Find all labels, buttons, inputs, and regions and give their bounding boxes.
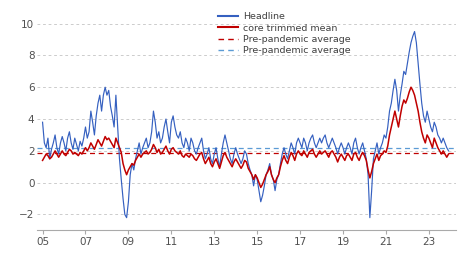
Legend: Headline, core trimmed mean, Pre-pandemic average, Pre-pandemic average: Headline, core trimmed mean, Pre-pandemi…: [218, 12, 351, 56]
